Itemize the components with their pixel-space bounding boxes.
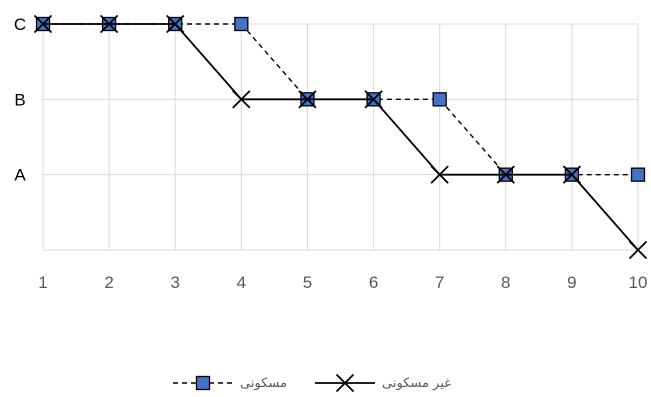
x-tick-label: 8: [501, 273, 510, 292]
square-marker: [432, 92, 447, 107]
legend-label: مسکونی: [240, 376, 287, 391]
legend: غیر مسکونی مسکونی: [173, 373, 451, 393]
x-tick-label: 7: [435, 273, 444, 292]
x-tick-label: 1: [38, 273, 47, 292]
x-marker: [232, 90, 251, 109]
square-marker: [630, 167, 646, 182]
x-marker: [562, 165, 582, 184]
x-marker: [99, 14, 119, 34]
square-marker: [195, 375, 211, 391]
series-non-residential: [33, 14, 648, 260]
legend-label: غیر مسکونی: [382, 376, 451, 391]
grid: [42, 23, 639, 251]
x-tick-label: 6: [369, 273, 378, 292]
y-category-label: B: [14, 90, 25, 109]
x-marker: [496, 165, 515, 184]
legend-item-residential: مسکونی: [173, 375, 287, 391]
legend-item-non-residential: غیر مسکونی: [315, 373, 451, 393]
x-tick-label: 4: [237, 273, 246, 292]
y-category-label: C: [14, 15, 26, 34]
x-marker: [298, 90, 317, 109]
x-marker: [335, 373, 355, 393]
x-axis-tick-labels: 1 2 3 4 5 6 7 8 9 10: [38, 273, 647, 292]
x-tick-label: 3: [170, 273, 179, 292]
x-tick-label: 2: [104, 273, 113, 292]
square-marker: [234, 16, 249, 32]
x-marker: [33, 14, 53, 34]
x-tick-label: 9: [567, 273, 576, 292]
x-tick-label: 5: [303, 273, 312, 292]
x-marker: [364, 90, 383, 109]
x-marker: [166, 14, 185, 34]
y-category-label: A: [14, 166, 26, 185]
x-marker: [430, 165, 449, 184]
y-axis-category-labels: A B C: [14, 15, 26, 185]
series-layer: [33, 14, 648, 260]
x-tick-label: 10: [629, 273, 648, 292]
x-marker: [628, 240, 648, 260]
series-line: [43, 23, 639, 251]
